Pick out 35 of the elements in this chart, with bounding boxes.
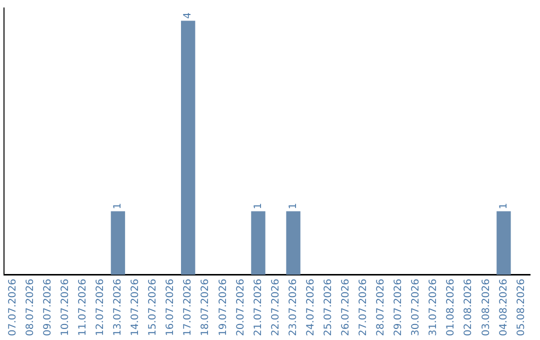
x-tick-label: 10.07.2026 (60, 278, 71, 336)
x-tick-label: 17.07.2026 (182, 278, 194, 336)
x-tick-label: 20.07.2026 (235, 278, 246, 336)
x-tick-label: 23.07.2026 (288, 278, 299, 336)
x-tick-label: 01.08.2026 (446, 278, 457, 336)
x-tick-label: 14.07.2026 (130, 278, 142, 336)
x-tick-label: 27.07.2026 (358, 278, 370, 336)
data-label: 1 (498, 202, 510, 210)
data-label: 1 (252, 202, 264, 210)
x-tick-label: 28.07.2026 (376, 278, 387, 336)
data-label: 4 (182, 12, 194, 19)
x-tick-label: 15.07.2026 (148, 278, 159, 336)
x-tick-label: 30.07.2026 (410, 278, 422, 336)
x-tick-label: 22.07.2026 (270, 278, 282, 336)
x-tick-label: 24.07.2026 (305, 278, 316, 336)
x-tick-label: 31.07.2026 (428, 278, 440, 336)
x-tick-label: 26.07.2026 (340, 278, 352, 336)
x-tick-label: 16.07.2026 (165, 278, 176, 336)
x-tick-label: 18.07.2026 (200, 278, 212, 336)
x-tick-label: 13.07.2026 (112, 278, 124, 336)
x-tick-label: 09.07.2026 (42, 278, 54, 336)
x-tick-label: 03.08.2026 (480, 278, 492, 336)
x-tick-label: 25.07.2026 (322, 278, 334, 336)
data-label: 1 (288, 202, 299, 210)
x-tick-label: 29.07.2026 (393, 278, 404, 336)
x-tick-label: 02.08.2026 (463, 278, 474, 336)
x-tick-label: 19.07.2026 (218, 278, 229, 336)
x-tick-label: 08.07.2026 (24, 278, 36, 336)
x-tick-label: 07.07.2026 (7, 278, 18, 336)
x-tick-label: 12.07.2026 (95, 278, 106, 336)
x-tick-label: 05.08.2026 (516, 278, 527, 336)
x-tick-label: 21.07.2026 (252, 278, 264, 336)
data-label: 1 (112, 202, 124, 210)
x-tick-label: 04.08.2026 (498, 278, 510, 336)
x-tick-label: 11.07.2026 (77, 278, 88, 336)
